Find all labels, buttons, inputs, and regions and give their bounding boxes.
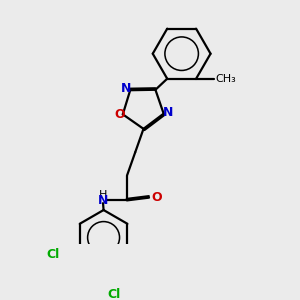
Text: O: O <box>151 191 162 204</box>
Text: N: N <box>163 106 173 119</box>
Text: N: N <box>98 194 108 207</box>
Text: Cl: Cl <box>46 248 60 261</box>
Text: O: O <box>114 108 125 121</box>
Text: H: H <box>99 190 107 200</box>
Text: CH₃: CH₃ <box>215 74 236 84</box>
Text: Cl: Cl <box>108 288 121 300</box>
Text: N: N <box>121 82 131 95</box>
